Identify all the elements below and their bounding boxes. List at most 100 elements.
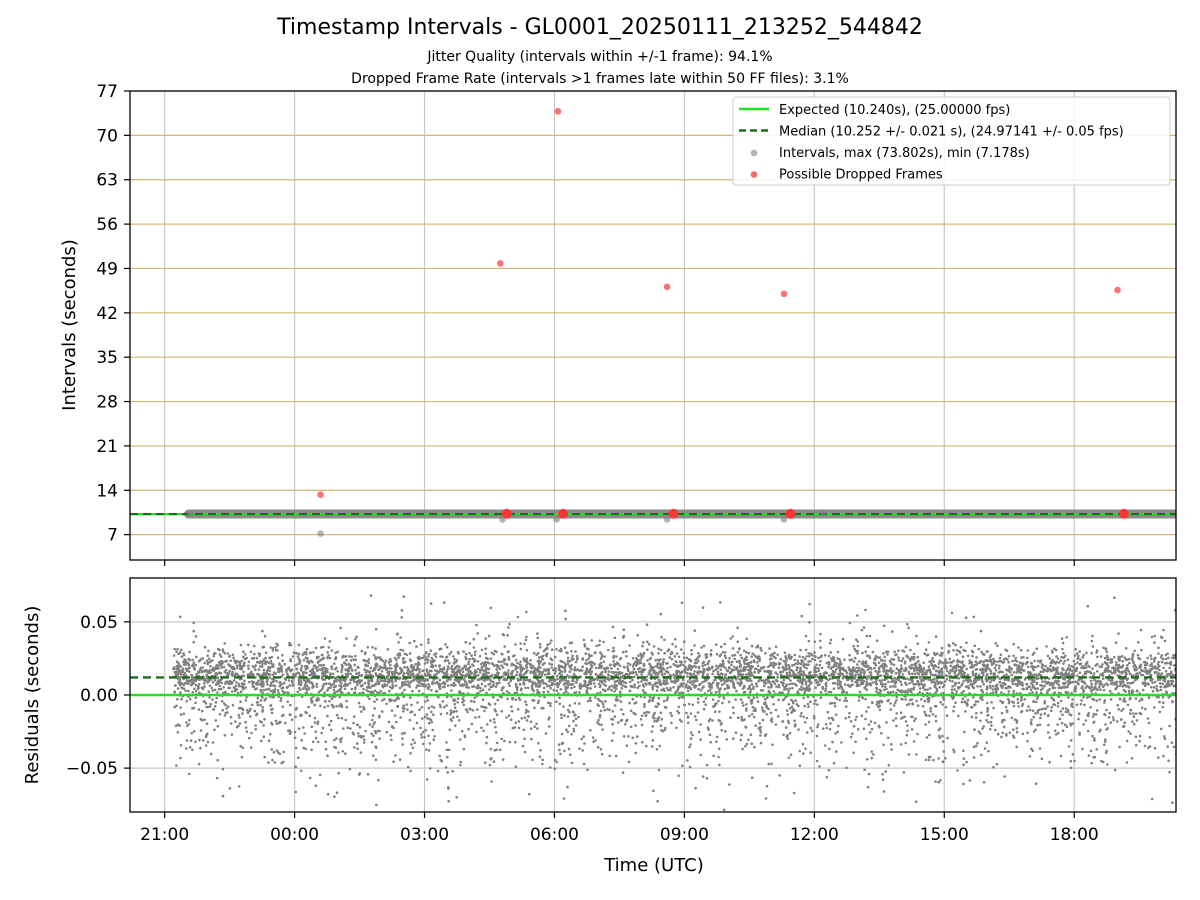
residual-point (1098, 698, 1101, 701)
residual-point (788, 687, 791, 690)
top-ytick-label-42: 42 (96, 304, 118, 324)
residual-point (631, 678, 634, 682)
residual-point (1153, 641, 1156, 644)
residual-point (626, 669, 630, 672)
residual-point (831, 740, 834, 744)
residual-point (618, 678, 622, 681)
residual-point (1146, 682, 1150, 685)
residual-point (641, 668, 644, 671)
residual-point (686, 689, 690, 693)
residual-point (1101, 663, 1104, 666)
residual-point (628, 663, 632, 666)
residual-point (184, 747, 188, 750)
residual-point (969, 666, 972, 669)
residual-point (249, 715, 252, 718)
residual-point (433, 673, 436, 677)
residual-point (390, 709, 394, 712)
residual-point (647, 642, 651, 646)
residual-point (316, 722, 320, 726)
residual-point (597, 718, 600, 722)
residual-point (708, 717, 712, 721)
residual-point (628, 701, 631, 705)
residual-point (409, 710, 412, 714)
residual-point (481, 688, 485, 692)
residual-point (1069, 759, 1073, 763)
residual-point (641, 644, 644, 648)
residual-point (1123, 721, 1126, 724)
residual-point (525, 703, 528, 707)
residual-point (535, 653, 538, 657)
residual-point (787, 664, 790, 667)
residual-point (932, 758, 935, 762)
residual-point (951, 685, 954, 688)
residual-point (563, 646, 567, 649)
residual-point (644, 713, 648, 717)
residual-point (635, 673, 639, 677)
residual-point (400, 609, 404, 612)
residual-point (566, 785, 569, 789)
residual-point (800, 712, 803, 715)
residual-point (436, 769, 440, 773)
residual-point (220, 681, 223, 685)
residual-point (713, 710, 717, 713)
residual-point (1139, 628, 1143, 632)
residual-point (187, 663, 190, 666)
residual-point (855, 715, 858, 719)
residual-point (991, 688, 995, 691)
residual-point (828, 727, 832, 731)
residual-point (476, 660, 480, 663)
residual-point (514, 682, 518, 686)
residual-point (429, 649, 433, 652)
residual-point (894, 653, 897, 657)
residual-point (867, 654, 871, 658)
residual-point (1091, 715, 1095, 718)
residual-point (799, 714, 802, 718)
residual-point (625, 744, 629, 747)
residual-point (796, 679, 800, 682)
residual-point (536, 632, 539, 635)
residual-point (882, 624, 886, 628)
residual-point (271, 673, 275, 677)
residual-point (745, 707, 748, 710)
residual-point (772, 703, 775, 706)
residual-point (663, 638, 666, 641)
residual-point (954, 643, 957, 647)
residual-point (654, 705, 658, 708)
residual-point (529, 727, 533, 730)
residual-point (915, 634, 918, 638)
residual-point (215, 696, 218, 700)
residual-point (574, 717, 578, 721)
residual-point (257, 652, 261, 655)
residual-point (516, 661, 519, 665)
residual-point (221, 794, 225, 798)
residual-point (1032, 730, 1036, 733)
residual-point (923, 710, 926, 714)
residual-point (736, 651, 740, 654)
residual-point (895, 724, 898, 728)
residual-point (296, 655, 300, 658)
residual-point (185, 721, 188, 724)
residual-point (768, 823, 771, 826)
residual-point (354, 669, 357, 672)
residual-point (848, 653, 851, 657)
residual-point (613, 662, 616, 666)
residual-point (523, 642, 526, 646)
residual-point (445, 712, 449, 715)
residual-point (803, 657, 807, 661)
residual-point (830, 666, 833, 669)
residual-point (1091, 634, 1094, 638)
residual-point (1149, 654, 1152, 657)
residual-point (856, 614, 859, 617)
residual-point (397, 656, 400, 659)
residual-point (771, 652, 774, 656)
residual-point (475, 623, 478, 627)
legend-expected-label: Expected (10.240s), (25.00000 fps) (779, 103, 1010, 118)
residual-point (1115, 661, 1118, 664)
residual-point (1075, 652, 1079, 655)
residual-point (1167, 696, 1170, 699)
residual-point (237, 713, 241, 717)
residual-point (175, 704, 178, 708)
residual-point (1059, 699, 1063, 703)
residual-point (489, 606, 493, 610)
residual-point (932, 660, 935, 663)
